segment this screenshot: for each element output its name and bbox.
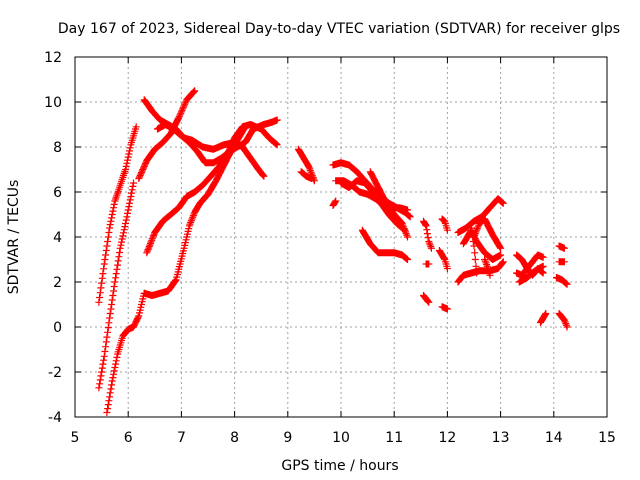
series-marks — [555, 242, 568, 252]
series-s28 — [481, 256, 494, 279]
series-marks — [555, 258, 568, 266]
y-tick-labels: -4 -2 0 2 4 6 8 10 12 — [44, 50, 62, 426]
series-s16 — [358, 226, 411, 263]
series-marks — [329, 197, 340, 209]
x-tick-label: 8 — [230, 430, 239, 446]
series-s6 — [135, 87, 199, 182]
series-s1 — [95, 123, 140, 306]
series-marks — [143, 121, 281, 257]
series-marks — [95, 123, 140, 306]
y-tick-label: 8 — [53, 140, 62, 156]
y-tick-label: 10 — [44, 95, 62, 111]
series-marks — [154, 116, 281, 167]
series-marks — [454, 258, 507, 286]
x-tick-label: 6 — [124, 430, 133, 446]
series-marks — [513, 251, 547, 279]
series-marks — [420, 217, 435, 252]
y-tick-label: 6 — [53, 185, 62, 201]
series-s20 — [438, 215, 451, 234]
y-axis-label: SDTVAR / TECUs — [6, 180, 22, 295]
x-tick-label: 7 — [177, 430, 186, 446]
x-tick-label: 9 — [283, 430, 292, 446]
y-tick-label: -2 — [48, 365, 62, 381]
x-tick-label: 15 — [598, 430, 616, 446]
series-s10 — [297, 168, 316, 182]
x-tick-label: 10 — [332, 430, 350, 446]
series-marks — [553, 274, 571, 288]
y-tick-label: -4 — [48, 410, 62, 426]
tick-marks — [74, 56, 608, 418]
series-s11 — [329, 197, 340, 209]
series-s15 — [366, 168, 411, 241]
series-s34 — [555, 258, 568, 266]
series-s19 — [422, 260, 433, 268]
gridlines — [75, 57, 607, 417]
series-marks — [366, 168, 411, 241]
series-s17 — [420, 292, 433, 306]
y-tick-label: 0 — [53, 320, 62, 336]
series-s32 — [537, 310, 550, 326]
series-marks — [135, 87, 199, 182]
series-s23 — [454, 195, 507, 236]
y-tick-label: 4 — [53, 230, 62, 246]
x-tick-label: 11 — [385, 430, 403, 446]
series-s8 — [154, 116, 281, 167]
chart-title: Day 167 of 2023, Sidereal Day-to-day VTE… — [58, 21, 620, 37]
series-s24 — [454, 258, 507, 286]
series-marks — [95, 179, 137, 392]
series-marks — [537, 310, 550, 326]
series-s21 — [435, 247, 451, 272]
series-marks — [438, 215, 451, 234]
x-tick-label: 5 — [71, 430, 80, 446]
series-s2 — [95, 179, 137, 392]
x-tick-label: 13 — [492, 430, 510, 446]
series-marks — [103, 289, 148, 416]
series-marks — [420, 292, 433, 306]
y-tick-label: 12 — [44, 50, 62, 66]
series-marks — [555, 310, 571, 331]
series-marks — [358, 226, 411, 263]
series-marks — [297, 168, 316, 182]
series-marks — [467, 224, 481, 277]
series-s18 — [420, 217, 435, 252]
series-s14 — [337, 177, 409, 234]
series-marks — [337, 177, 409, 234]
x-axis-label: GPS time / hours — [281, 458, 398, 474]
x-tick-labels: 5 6 7 8 9 10 11 12 13 14 15 — [71, 430, 616, 446]
series-s31 — [513, 251, 547, 279]
series-s27 — [467, 224, 481, 277]
series-s5 — [143, 121, 281, 257]
series-marks — [438, 303, 451, 313]
series-marks — [481, 256, 494, 279]
series-s3 — [103, 289, 148, 416]
data-points — [95, 87, 571, 416]
x-tick-label: 14 — [545, 430, 563, 446]
y-tick-label: 2 — [53, 275, 62, 291]
series-marks — [435, 247, 451, 272]
series-s36 — [555, 310, 571, 331]
x-tick-label: 12 — [438, 430, 456, 446]
series-marks — [422, 260, 433, 268]
series-s33 — [555, 242, 568, 252]
series-s22 — [438, 303, 451, 313]
series-marks — [454, 195, 507, 236]
series-s35 — [553, 274, 571, 288]
